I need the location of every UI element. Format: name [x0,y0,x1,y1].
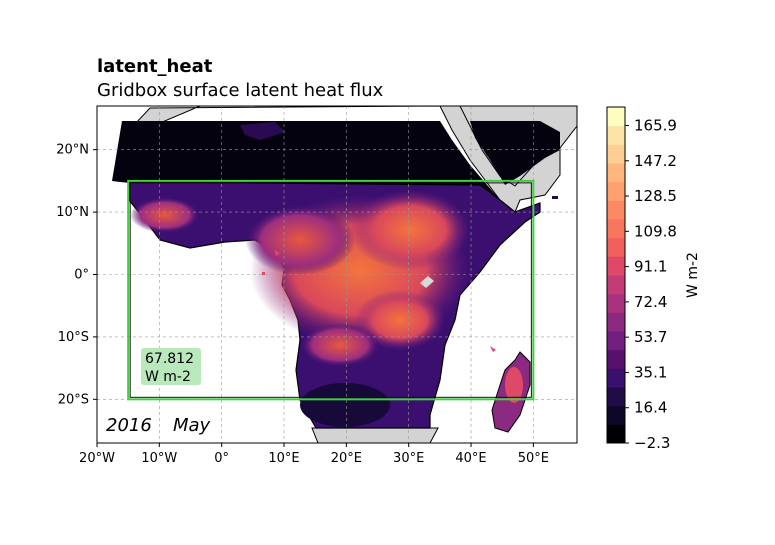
land-southern-tip [311,427,439,443]
colorbar-tick-label: 147.2 [634,152,677,170]
map-title: latent_heat [97,56,213,77]
mean-unit: W m-2 [145,369,191,385]
colorbar-label: W m-2 [685,252,701,298]
island-2 [274,250,280,256]
colorbar: 165.9 147.2 128.5 109.8 91.1 72.4 53.7 35.1 16.4… [606,106,701,452]
mean-value: 67.812 [145,351,194,367]
colorbar-bands [607,107,625,444]
region-box-inner [129,182,532,398]
colorbar-band [607,349,625,369]
colorbar-band [607,293,625,313]
lon-tick-label: 10°W [141,451,177,466]
lat-tick-label: 20°N [56,143,89,158]
colorbar-tick-label: 91.1 [634,258,667,276]
map-panel [97,106,577,443]
lat-ticks: 20°N 10°N 0° 10°S 20°S [56,143,97,407]
island-4 [262,272,265,275]
lon-tick-label: 50°E [518,451,549,466]
colorbar-band [607,256,625,276]
field-warm-2 [350,190,470,270]
island-1 [552,196,558,199]
colorbar-band [607,387,625,407]
field-warm-5 [130,197,200,233]
lat-tick-label: 20°S [58,392,89,407]
colorbar-tick-label: −2.3 [634,434,670,452]
colorbar-tick-label: 16.4 [634,399,667,417]
lon-tick-label: 40°E [455,451,486,466]
island-3 [490,346,496,352]
field-madagascar-warm [505,367,523,403]
period-month: May [173,415,211,436]
colorbar-tick-label: 109.8 [634,222,677,240]
colorbar-band [607,107,625,127]
colorbar-ticks: 165.9 147.2 128.5 109.8 91.1 72.4 53.7 35.1 16.4… [625,117,677,452]
colorbar-frame [606,106,626,444]
field-sahara-patch [240,122,285,140]
lat-tick-label: 10°S [58,330,89,345]
lon-tick-label: 20°W [79,451,115,466]
lon-tick-label: 20°E [331,451,362,466]
map-subtitle: Gridbox surface latent heat flux [97,80,384,101]
period-label: 2016 May [106,415,211,436]
lat-tick-label: 0° [74,268,89,283]
colorbar-tick-label: 128.5 [634,187,677,205]
colorbar-band [607,125,625,145]
colorbar-band [607,331,625,351]
lake-victoria [420,276,434,288]
lon-tick-label: 10°E [268,451,299,466]
lon-tick-label: 0° [214,451,229,466]
colorbar-band [607,424,625,444]
field-warm-6 [300,323,380,367]
mean-label: 67.812 W m-2 [141,348,201,385]
colorbar-band [607,163,625,183]
region-box [127,179,535,401]
colorbar-tick-label: 35.1 [634,363,667,381]
field-warm-3 [245,205,355,275]
lon-ticks: 20°W 10°W 0° 10°E 20°E 30°E 40°E 50°E [79,443,549,466]
colorbar-band [607,312,625,332]
colorbar-band [607,200,625,220]
colorbar-tick-label: 72.4 [634,293,667,311]
colorbar-band [607,144,625,164]
colorbar-band [607,368,625,388]
colorbar-band [607,275,625,295]
field-warm-4 [355,290,445,350]
field-arabia [470,121,560,185]
colorbar-tick-label: 165.9 [634,117,677,135]
colorbar-band [607,405,625,425]
colorbar-tick-label: 53.7 [634,328,667,346]
lon-tick-label: 30°E [393,451,424,466]
lat-tick-label: 10°N [56,205,89,220]
colorbar-band [607,181,625,201]
field-dark-south [300,383,390,427]
colorbar-band [607,219,625,239]
period-year: 2016 [106,415,152,436]
colorbar-band [607,237,625,257]
